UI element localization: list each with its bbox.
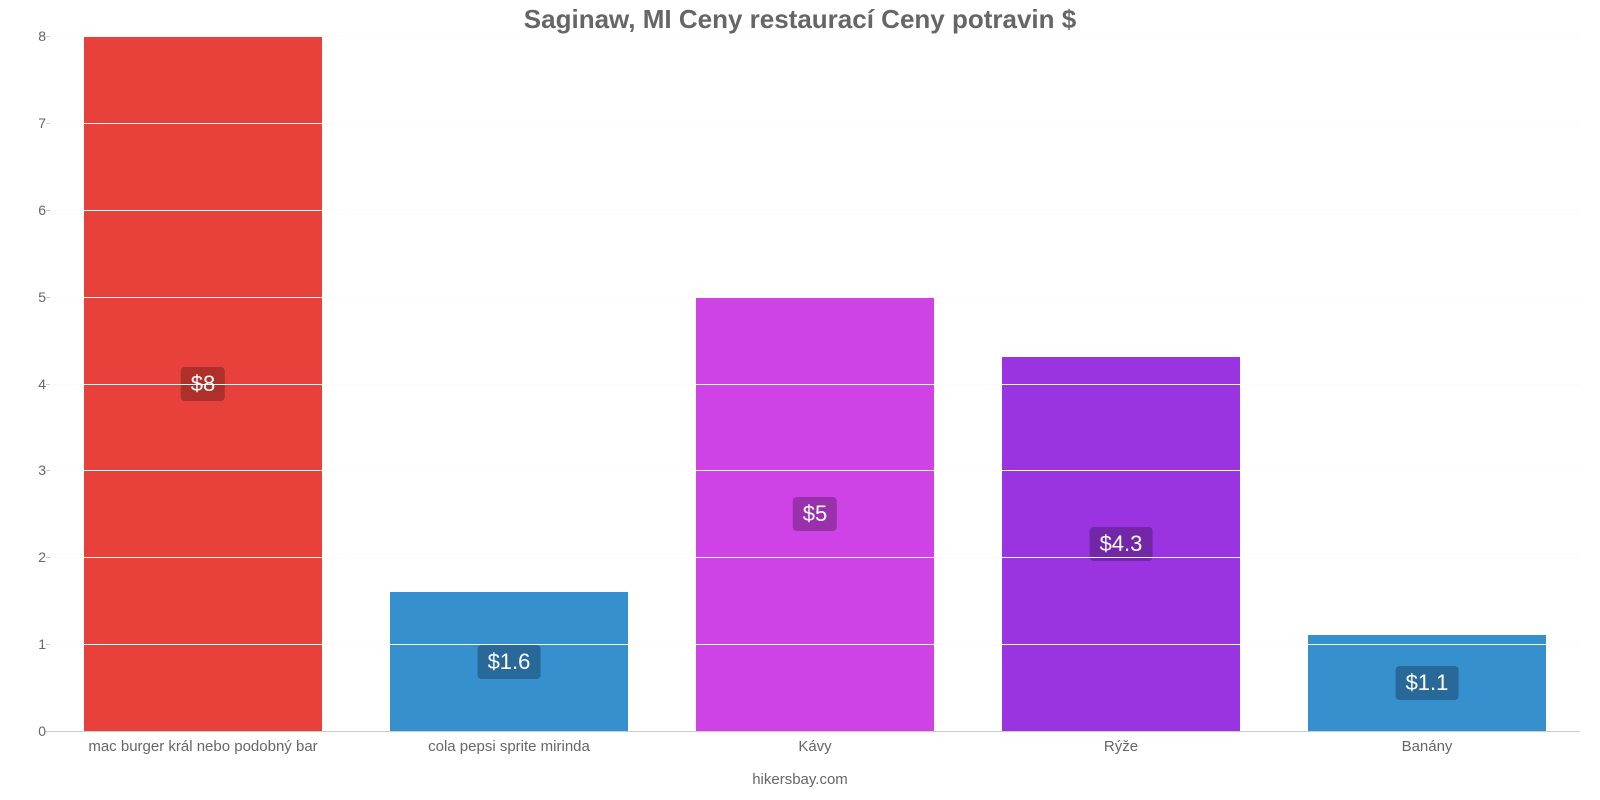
grid-line: [50, 470, 1580, 471]
bar: $4.3: [1002, 357, 1239, 731]
y-tick-label: 6: [22, 202, 46, 218]
y-tick-mark: [46, 210, 50, 211]
x-category-label: Kávy: [798, 738, 831, 755]
y-tick-label: 5: [22, 289, 46, 305]
x-category-label: mac burger král nebo podobný bar: [88, 738, 317, 755]
x-category-label: cola pepsi sprite mirinda: [428, 738, 590, 755]
y-tick-mark: [46, 123, 50, 124]
y-tick-label: 2: [22, 549, 46, 565]
bar-value-label: $1.6: [478, 645, 541, 679]
x-axis: mac burger král nebo podobný bar cola pep…: [50, 732, 1580, 762]
bar: $5: [696, 297, 933, 731]
bar-value-label: $5: [793, 497, 837, 531]
grid-line: [50, 297, 1580, 298]
y-tick-mark: [46, 644, 50, 645]
y-tick-mark: [46, 557, 50, 558]
y-tick-mark: [46, 297, 50, 298]
grid-line: [50, 123, 1580, 124]
bar-value-label: $1.1: [1396, 666, 1459, 700]
y-tick-mark: [46, 470, 50, 471]
y-tick-mark: [46, 36, 50, 37]
chart-credit: hikersbay.com: [0, 771, 1600, 788]
price-chart: Saginaw, MI Ceny restaurací Ceny potravi…: [0, 0, 1600, 800]
bar: $1.6: [390, 592, 627, 731]
bar: $1.1: [1308, 635, 1545, 731]
grid-line: [50, 210, 1580, 211]
grid-line: [50, 36, 1580, 37]
y-tick-label: 4: [22, 376, 46, 392]
bar-value-label: $4.3: [1090, 527, 1153, 561]
chart-title: Saginaw, MI Ceny restaurací Ceny potravi…: [0, 4, 1600, 35]
grid-line: [50, 557, 1580, 558]
x-category-label: Banány: [1402, 738, 1453, 755]
y-tick-mark: [46, 384, 50, 385]
x-category-label: Rýže: [1104, 738, 1138, 755]
grid-line: [50, 644, 1580, 645]
y-tick-label: 1: [22, 636, 46, 652]
y-tick-label: 3: [22, 462, 46, 478]
plot-area: $8$1.6$5$4.3$1.1 012345678: [50, 36, 1580, 732]
y-tick-label: 8: [22, 28, 46, 44]
grid-line: [50, 384, 1580, 385]
y-tick-label: 0: [22, 723, 46, 739]
y-tick-label: 7: [22, 115, 46, 131]
